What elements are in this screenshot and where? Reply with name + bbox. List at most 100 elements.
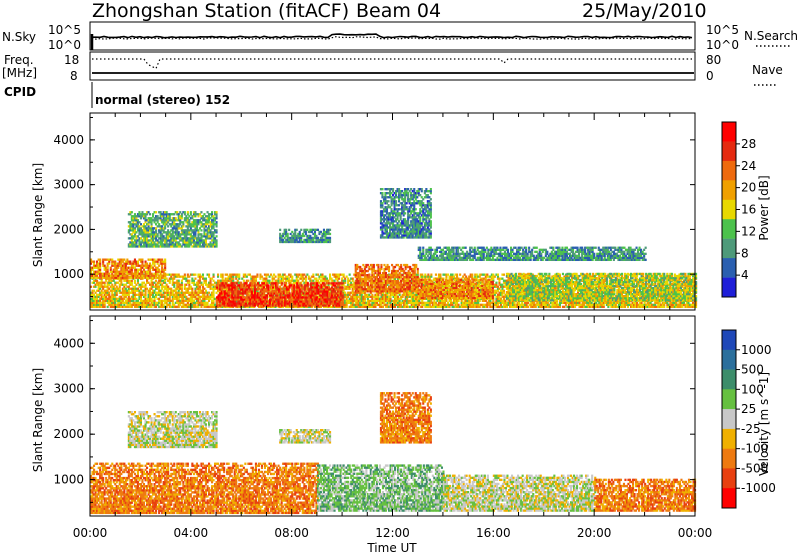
power-cell — [203, 305, 206, 309]
power-cell — [611, 273, 614, 276]
power-cell — [245, 275, 248, 278]
power-cell — [350, 285, 353, 288]
cpid-text: normal (stereo) 152 — [95, 93, 230, 107]
power-cell — [450, 275, 453, 278]
power-cell — [595, 301, 598, 305]
power-cell — [354, 279, 357, 282]
power-cell — [102, 295, 105, 299]
power-cell — [354, 287, 357, 290]
power-cell — [97, 289, 100, 292]
power-cell — [394, 277, 397, 280]
power-cell — [206, 303, 209, 307]
power-cell — [596, 305, 599, 309]
power-cell — [593, 303, 596, 307]
power-cell — [174, 291, 177, 294]
power-cell — [353, 287, 356, 290]
power-cell — [530, 281, 533, 284]
power-cell — [413, 305, 416, 309]
power-cell — [173, 289, 176, 292]
power-cell — [271, 287, 274, 290]
power-cell — [685, 285, 689, 288]
power-cell — [563, 275, 566, 278]
power-cell — [447, 301, 450, 305]
power-cell — [360, 299, 363, 303]
power-cell — [229, 273, 232, 276]
power-cell — [211, 305, 214, 309]
power-cell — [663, 295, 666, 299]
power-cell — [254, 279, 258, 282]
power-cell — [416, 299, 419, 303]
power-cell — [212, 303, 215, 307]
power-cell — [351, 305, 354, 309]
power-cell — [640, 281, 643, 284]
power-cell — [195, 301, 199, 305]
power-cell — [363, 305, 366, 309]
power-cell — [539, 301, 542, 305]
power-cell — [386, 275, 389, 278]
power-cell — [220, 275, 223, 278]
power-cell — [383, 293, 386, 297]
power-cell — [277, 273, 280, 276]
power-cell — [221, 305, 224, 309]
power-cell — [646, 273, 649, 276]
power-cell — [362, 289, 365, 292]
power-cell — [655, 275, 658, 278]
power-cell — [371, 275, 374, 278]
power-cell — [616, 301, 619, 305]
power-cell — [504, 283, 507, 286]
power-cell — [198, 295, 202, 299]
power-cell — [188, 283, 191, 286]
power-cell — [177, 293, 180, 297]
power-cell — [129, 299, 132, 303]
power-cell — [168, 301, 171, 305]
power-cell — [183, 303, 186, 307]
power-cell — [622, 305, 625, 309]
power-cell — [118, 299, 121, 303]
power-cell — [295, 279, 298, 282]
power-cell — [546, 301, 549, 305]
power-cell — [316, 273, 320, 276]
power-cell — [335, 305, 338, 309]
power-cell — [297, 305, 300, 309]
date-label: 25/May/2010 — [582, 0, 707, 22]
power-cell — [260, 275, 264, 278]
power-cell — [167, 285, 170, 288]
power-cell — [227, 275, 230, 278]
power-cell — [286, 305, 289, 309]
power-cell — [643, 293, 646, 297]
power-cell — [97, 281, 100, 284]
power-cell — [133, 287, 137, 290]
power-cell — [318, 277, 321, 280]
power-cell — [114, 303, 117, 307]
power-cell — [495, 297, 498, 301]
power-cell — [608, 301, 611, 305]
power-cell — [440, 301, 444, 305]
power-cell — [486, 301, 489, 305]
power-cell — [200, 301, 203, 305]
power-cell — [176, 301, 179, 305]
power-cell — [443, 299, 447, 303]
power-cell — [415, 297, 418, 301]
power-cell — [383, 295, 386, 299]
power-cell — [344, 281, 347, 284]
power-cell — [571, 275, 574, 278]
power-cell — [542, 297, 545, 301]
power-cell — [663, 303, 666, 307]
power-cell — [211, 299, 214, 303]
power-cell — [374, 295, 377, 299]
power-cell — [147, 289, 150, 292]
power-cell — [129, 301, 132, 305]
power-cell — [378, 303, 382, 307]
power-cell — [307, 305, 310, 309]
power-cell — [540, 305, 543, 309]
power-cell — [348, 279, 351, 282]
power-cell — [118, 295, 121, 299]
power-cell — [504, 285, 507, 288]
power-cell — [660, 291, 663, 294]
power-cell — [525, 283, 528, 286]
power-cell — [310, 275, 313, 278]
power-cell — [347, 295, 350, 299]
power-cell — [155, 295, 158, 299]
power-cell — [102, 281, 105, 284]
